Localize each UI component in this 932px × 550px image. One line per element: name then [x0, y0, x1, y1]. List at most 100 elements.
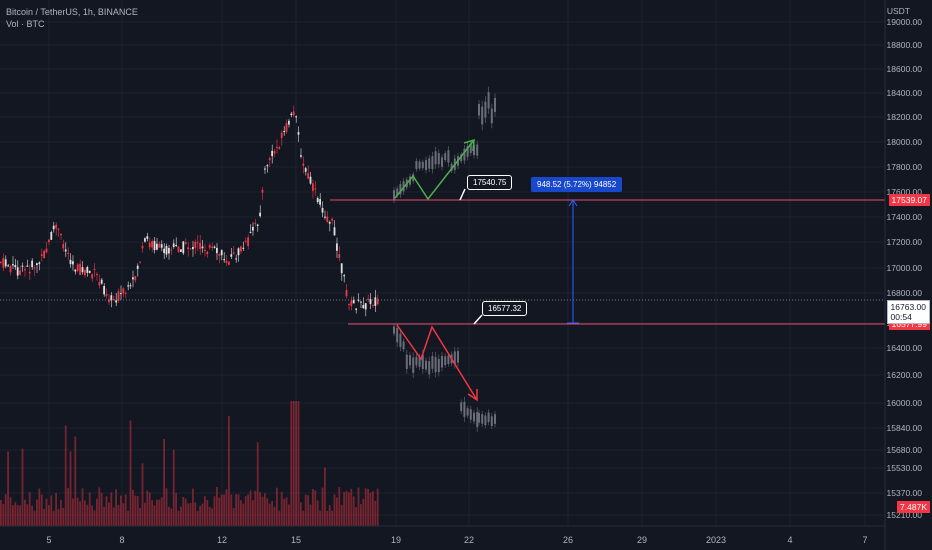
- candle-body: [283, 131, 285, 133]
- volume-bar: [230, 494, 233, 526]
- projection-body: [476, 412, 479, 428]
- candle-body: [319, 199, 321, 205]
- candle-body: [31, 260, 33, 268]
- volume-legend[interactable]: Vol · BTC: [6, 19, 45, 29]
- last-price-value: 16763.00: [890, 302, 926, 312]
- projection-body: [418, 356, 421, 367]
- volume-bar: [276, 487, 278, 526]
- candle-body: [232, 252, 235, 254]
- candle-body: [292, 111, 295, 116]
- volume-bar: [240, 500, 242, 526]
- bearish-path-arrow[interactable]: [396, 324, 478, 401]
- volume-bar: [117, 504, 120, 526]
- price-tick-label: 18800.00: [886, 40, 922, 50]
- lower-callout-pointer: [473, 314, 483, 325]
- bullish-path-arrow[interactable]: [394, 139, 475, 201]
- candle-body: [86, 267, 89, 273]
- time-tick-label: 22: [463, 535, 475, 545]
- candle-body: [19, 270, 21, 275]
- candle-body: [74, 269, 77, 272]
- candle-body: [67, 252, 69, 254]
- volume-bar: [168, 506, 170, 526]
- price-tick-label: 16400.00: [886, 343, 922, 353]
- volume-bar: [93, 510, 96, 526]
- candle-body: [355, 308, 357, 310]
- volume-bar: [105, 496, 108, 526]
- price-tick-label: 15370.00: [886, 488, 922, 498]
- volume-bar: [340, 504, 343, 526]
- currency-unit-label[interactable]: USDT: [886, 6, 910, 16]
- candle-body: [328, 222, 331, 224]
- upper-price-callout[interactable]: 17540.75: [467, 175, 513, 190]
- candle-body: [93, 268, 96, 271]
- volume-bar: [336, 497, 338, 526]
- volume-bar: [321, 487, 324, 526]
- volume-bar: [218, 497, 221, 526]
- candle-body: [180, 249, 182, 252]
- projection-body: [469, 143, 472, 153]
- candle-body: [182, 241, 185, 254]
- candle-body: [297, 132, 300, 135]
- volume-bar: [88, 492, 91, 526]
- candle-body: [81, 267, 84, 273]
- price-tick-label: 15680.00: [886, 445, 922, 455]
- projection-body: [434, 151, 437, 165]
- volume-bar: [297, 401, 300, 526]
- candle-body: [88, 270, 91, 273]
- volume-bar: [201, 503, 204, 526]
- projection-body: [450, 164, 453, 171]
- candle-body: [223, 259, 225, 261]
- volume-bar: [216, 487, 218, 526]
- price-tick-label: 17200.00: [886, 237, 922, 247]
- volume-bar: [96, 498, 98, 526]
- volume-bar: [273, 506, 276, 526]
- candle-body: [326, 216, 329, 223]
- candle-body: [175, 244, 177, 246]
- symbol-legend[interactable]: Bitcoin / TetherUS, 1h, BINANCE: [6, 7, 138, 17]
- candle-body: [276, 146, 278, 148]
- candle-body: [249, 231, 252, 233]
- volume-bar: [115, 489, 117, 526]
- volume-bar: [211, 508, 213, 526]
- candle-body: [336, 243, 338, 251]
- candle-body: [285, 123, 288, 133]
- projection-body: [425, 160, 427, 170]
- candle-body: [376, 298, 379, 305]
- volume-bar: [345, 490, 348, 526]
- candle-body: [268, 158, 271, 161]
- volume-bar: [112, 507, 115, 526]
- measure-arrow-up-icon: [568, 199, 578, 207]
- candle-body: [170, 249, 173, 251]
- candle-body: [211, 246, 213, 248]
- projection-body: [469, 409, 472, 420]
- volume-bar: [50, 495, 53, 526]
- projection-body: [444, 356, 447, 366]
- candle-body: [312, 183, 314, 191]
- volume-bar: [196, 510, 199, 526]
- volume-bar: [350, 488, 353, 526]
- volume-bar: [208, 506, 211, 526]
- candle-body: [146, 236, 149, 239]
- volume-bar: [55, 493, 57, 526]
- volume-bar: [256, 442, 259, 526]
- candle-body: [156, 243, 158, 250]
- projection-body: [447, 355, 450, 364]
- price-range-measure-label[interactable]: 948.52 (5.72%) 94852: [531, 177, 623, 192]
- projection-body: [409, 355, 411, 366]
- volume-bar: [16, 505, 19, 526]
- candle-body: [168, 247, 170, 254]
- lower-price-callout[interactable]: 16577.32: [482, 301, 528, 316]
- volume-bar: [26, 504, 29, 526]
- candle-body: [62, 243, 65, 249]
- candle-body: [266, 165, 269, 167]
- projection-body: [441, 355, 443, 368]
- volume-bar: [124, 494, 127, 526]
- time-tick-label: 12: [216, 535, 228, 545]
- volume-bar: [266, 498, 269, 526]
- candle-body: [12, 264, 14, 266]
- bullish-arrowhead-icon: [463, 138, 475, 152]
- volume-bar: [160, 497, 163, 526]
- bar-countdown: 00:54: [890, 312, 912, 322]
- candle-body: [352, 300, 355, 304]
